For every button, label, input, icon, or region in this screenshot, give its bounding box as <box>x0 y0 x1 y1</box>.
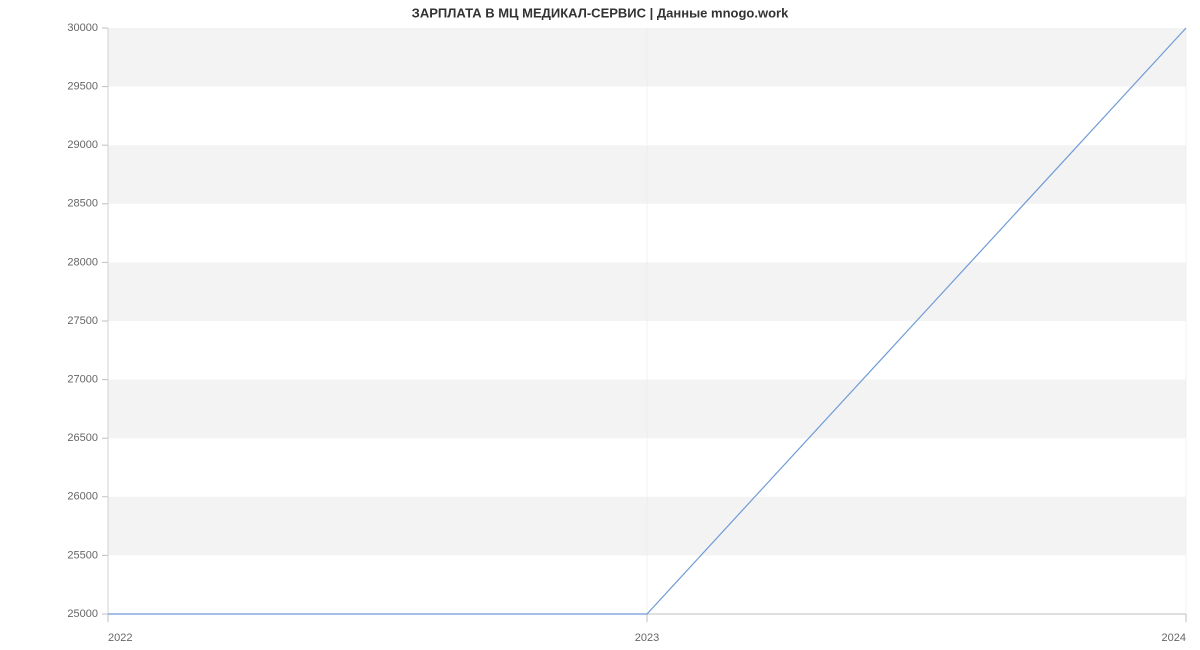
y-tick-label: 26000 <box>67 491 98 503</box>
y-tick-label: 25000 <box>67 608 98 620</box>
y-tick-label: 26500 <box>67 432 98 444</box>
y-tick-label: 30000 <box>67 22 98 34</box>
y-tick-label: 27500 <box>67 315 98 327</box>
chart-title: ЗАРПЛАТА В МЦ МЕДИКАЛ-СЕРВИС | Данные mn… <box>412 5 789 20</box>
y-tick-label: 28500 <box>67 198 98 210</box>
y-tick-label: 29500 <box>67 81 98 93</box>
x-tick-label: 2024 <box>1162 632 1186 644</box>
y-tick-label: 27000 <box>67 374 98 386</box>
y-tick-label: 25500 <box>67 549 98 561</box>
x-tick-label: 2022 <box>108 632 132 644</box>
x-tick-label: 2023 <box>635 632 659 644</box>
chart-svg: 25000 25500 26000 26500 27000 27500 28000 28500… <box>0 0 1200 650</box>
salary-chart: 25000 25500 26000 26500 27000 27500 28000 28500… <box>0 0 1200 650</box>
y-tick-label: 28000 <box>67 256 98 268</box>
y-tick-label: 29000 <box>67 139 98 151</box>
